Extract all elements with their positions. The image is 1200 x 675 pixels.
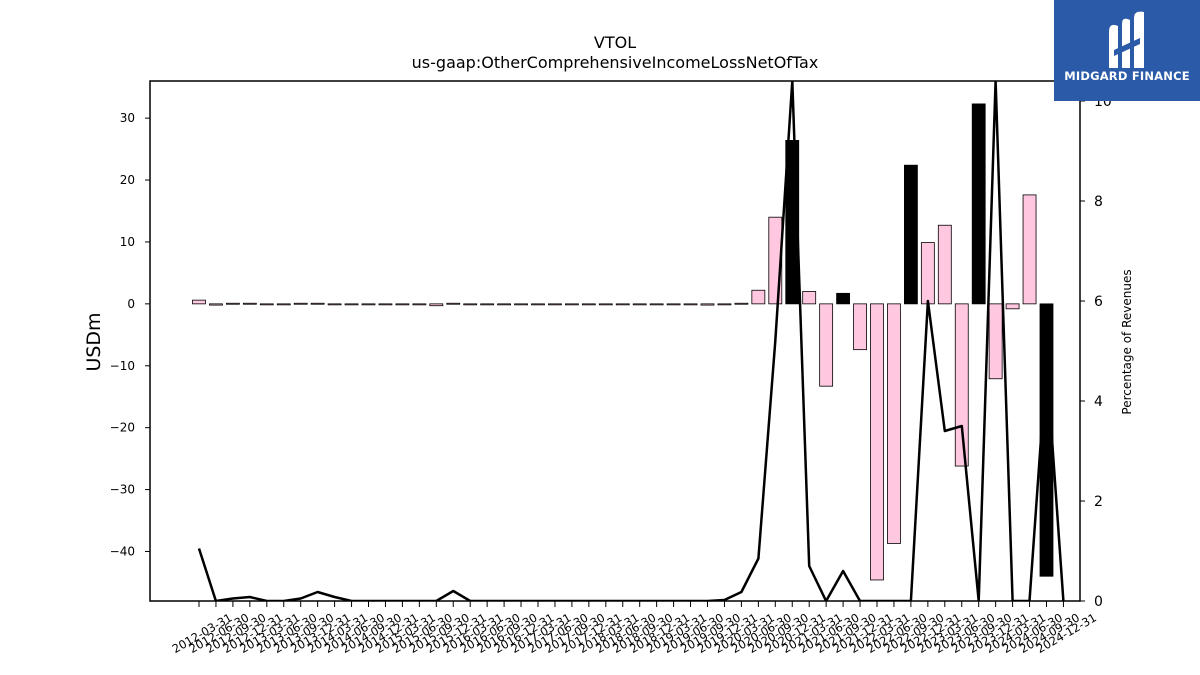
bar — [463, 303, 478, 306]
y-tick-label: −20 — [110, 421, 135, 435]
bar — [412, 303, 427, 306]
bar — [497, 303, 512, 306]
plot-area: 3020100−10−20−30−4010864202012-03-312012… — [110, 80, 1112, 656]
y-tick-label: 30 — [120, 111, 135, 125]
bar — [276, 303, 291, 306]
y2-tick-label: 4 — [1094, 394, 1103, 410]
bar — [361, 303, 376, 306]
bar — [887, 303, 901, 544]
y2-tick-label: 2 — [1094, 494, 1103, 510]
bar — [225, 302, 240, 305]
bar — [446, 302, 461, 305]
bar — [327, 303, 342, 306]
y-tick-label: 20 — [120, 173, 135, 187]
logo-text: MIDGARD FINANCE — [1064, 69, 1190, 83]
bar — [395, 303, 410, 306]
bar — [649, 303, 664, 306]
y-axis-label: USDm — [83, 312, 105, 371]
bar — [378, 303, 393, 306]
bar — [954, 303, 969, 467]
bar — [683, 303, 698, 306]
bar — [802, 291, 817, 305]
bar — [615, 303, 630, 306]
bar — [734, 302, 749, 305]
bar — [700, 303, 715, 306]
bar — [904, 164, 918, 305]
bar — [988, 303, 1003, 380]
y2-axis-label: Percentage of Revenues — [1120, 269, 1134, 414]
bar — [259, 303, 274, 306]
bar — [920, 242, 935, 305]
bar — [480, 303, 495, 306]
bar — [836, 292, 850, 305]
bar — [751, 289, 766, 305]
y-tick-label: 10 — [120, 235, 135, 249]
line-series — [197, 81, 1065, 601]
y2-tick-label: 6 — [1094, 294, 1103, 310]
logo-badge: MIDGARD FINANCE — [1054, 0, 1200, 101]
bar — [1005, 303, 1020, 310]
bar — [293, 302, 308, 305]
bar — [870, 303, 884, 581]
bar — [819, 303, 834, 387]
y2-tick-label: 0 — [1094, 594, 1103, 610]
bar — [853, 303, 867, 351]
bar — [344, 303, 359, 306]
bar — [548, 303, 562, 306]
chart-title: VTOL — [594, 33, 636, 52]
bar — [717, 303, 732, 306]
midgard-logo-icon — [1109, 11, 1144, 69]
bar — [429, 303, 444, 307]
y2-tick-label: 8 — [1094, 194, 1103, 210]
bar — [937, 224, 952, 305]
bar — [666, 303, 681, 306]
bar — [1022, 194, 1037, 305]
bar — [971, 103, 986, 305]
y-tick-label: −40 — [110, 544, 135, 558]
bar — [209, 303, 223, 306]
y-tick-label: −30 — [110, 483, 135, 497]
y-tick-label: 0 — [127, 297, 135, 311]
bar — [581, 303, 596, 306]
bar — [632, 303, 647, 306]
plot-frame — [149, 80, 1081, 602]
y-tick-label: −10 — [110, 359, 135, 373]
bar — [192, 299, 206, 305]
bar — [598, 303, 613, 306]
bar — [310, 302, 325, 305]
chart-subtitle: us-gaap:OtherComprehensiveIncomeLossNetO… — [412, 53, 819, 72]
bar — [242, 302, 257, 305]
bar — [565, 303, 579, 306]
bar — [514, 303, 528, 306]
bar — [531, 303, 545, 306]
